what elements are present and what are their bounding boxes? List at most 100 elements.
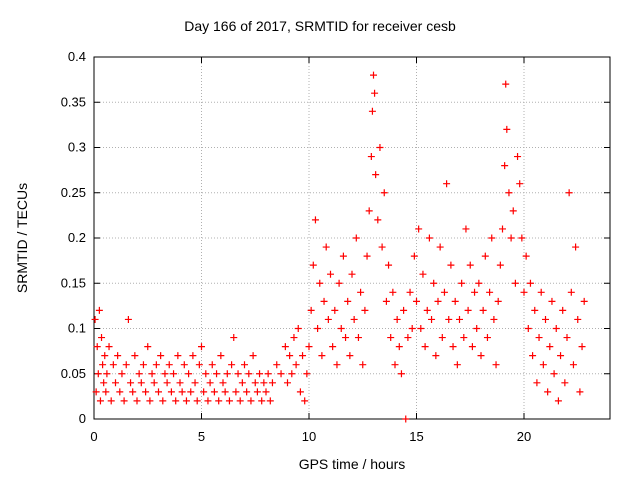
data-point [449, 343, 457, 351]
data-point [331, 306, 339, 314]
data-point [445, 315, 453, 323]
data-point [363, 252, 371, 260]
data-point [361, 306, 369, 314]
data-point [563, 334, 571, 342]
data-point [520, 288, 528, 296]
data-point [236, 397, 244, 405]
data-point [471, 288, 479, 296]
data-point [542, 315, 549, 323]
data-point [415, 225, 423, 233]
data-point [419, 270, 427, 278]
data-point [307, 306, 315, 314]
data-point [221, 388, 229, 396]
data-point [372, 171, 380, 179]
x-axis-label: GPS time / hours [298, 456, 406, 472]
data-point [376, 144, 384, 151]
data-point [219, 379, 227, 387]
data-point [284, 379, 291, 387]
data-point [103, 370, 111, 378]
data-point [180, 361, 188, 369]
data-point [335, 279, 343, 287]
data-point [432, 352, 440, 360]
data-point [477, 352, 485, 360]
data-point [346, 352, 354, 360]
data-point [172, 397, 180, 405]
data-point [228, 361, 236, 369]
data-point [552, 325, 560, 332]
data-point [503, 125, 511, 133]
data-point [324, 315, 332, 323]
data-point [505, 189, 513, 197]
data-point [200, 388, 208, 396]
data-point [124, 315, 132, 323]
data-point [468, 343, 476, 351]
data-point [114, 352, 122, 360]
data-point [187, 388, 195, 396]
data-point [292, 361, 300, 369]
data-point [311, 216, 319, 224]
data-point [378, 243, 386, 251]
data-point [421, 343, 429, 351]
data-point [167, 388, 175, 396]
data-point [425, 234, 433, 242]
data-point [380, 189, 388, 197]
data-point [294, 325, 302, 332]
data-point [404, 334, 412, 342]
data-point [288, 370, 296, 378]
data-point [526, 279, 534, 287]
data-point [152, 361, 160, 369]
data-point [170, 370, 178, 378]
data-point [316, 279, 324, 287]
data-point [109, 361, 117, 369]
data-point [428, 315, 436, 323]
data-point [161, 370, 169, 378]
data-point [550, 370, 558, 378]
data-point [142, 388, 150, 396]
data-point [443, 180, 451, 188]
data-point [318, 352, 326, 360]
data-point [557, 352, 565, 360]
data-point [385, 261, 393, 269]
data-point [258, 397, 266, 405]
data-point [389, 288, 397, 296]
data-point [535, 334, 543, 342]
data-point [522, 252, 530, 260]
data-point [320, 297, 328, 305]
data-point [208, 361, 216, 369]
x-tick-label: 20 [517, 429, 531, 444]
data-point [159, 397, 167, 405]
data-point [354, 334, 362, 342]
data-point [189, 352, 197, 360]
data-point [178, 388, 186, 396]
data-point [247, 397, 255, 405]
data-point [473, 325, 481, 332]
data-point [129, 388, 137, 396]
data-point [303, 370, 311, 378]
data-point [350, 315, 358, 323]
data-point [91, 315, 99, 323]
data-point [529, 352, 537, 360]
data-point [225, 397, 233, 405]
x-tick-label: 0 [90, 429, 97, 444]
data-point [531, 306, 539, 314]
data-point [99, 361, 107, 369]
data-point [402, 415, 410, 423]
data-point [359, 361, 367, 369]
data-point [533, 379, 541, 387]
data-point [365, 207, 373, 215]
data-point [105, 343, 113, 351]
data-point [490, 315, 498, 323]
data-point [100, 379, 108, 387]
data-point [580, 297, 588, 305]
data-point [327, 270, 334, 278]
data-point [157, 352, 165, 360]
data-point [483, 334, 491, 342]
data-point [337, 325, 345, 332]
data-point [238, 379, 246, 387]
data-point [92, 388, 100, 396]
data-point [499, 225, 506, 233]
data-point [286, 352, 294, 360]
data-point [116, 388, 124, 396]
y-tick-label: 0.3 [68, 140, 86, 155]
